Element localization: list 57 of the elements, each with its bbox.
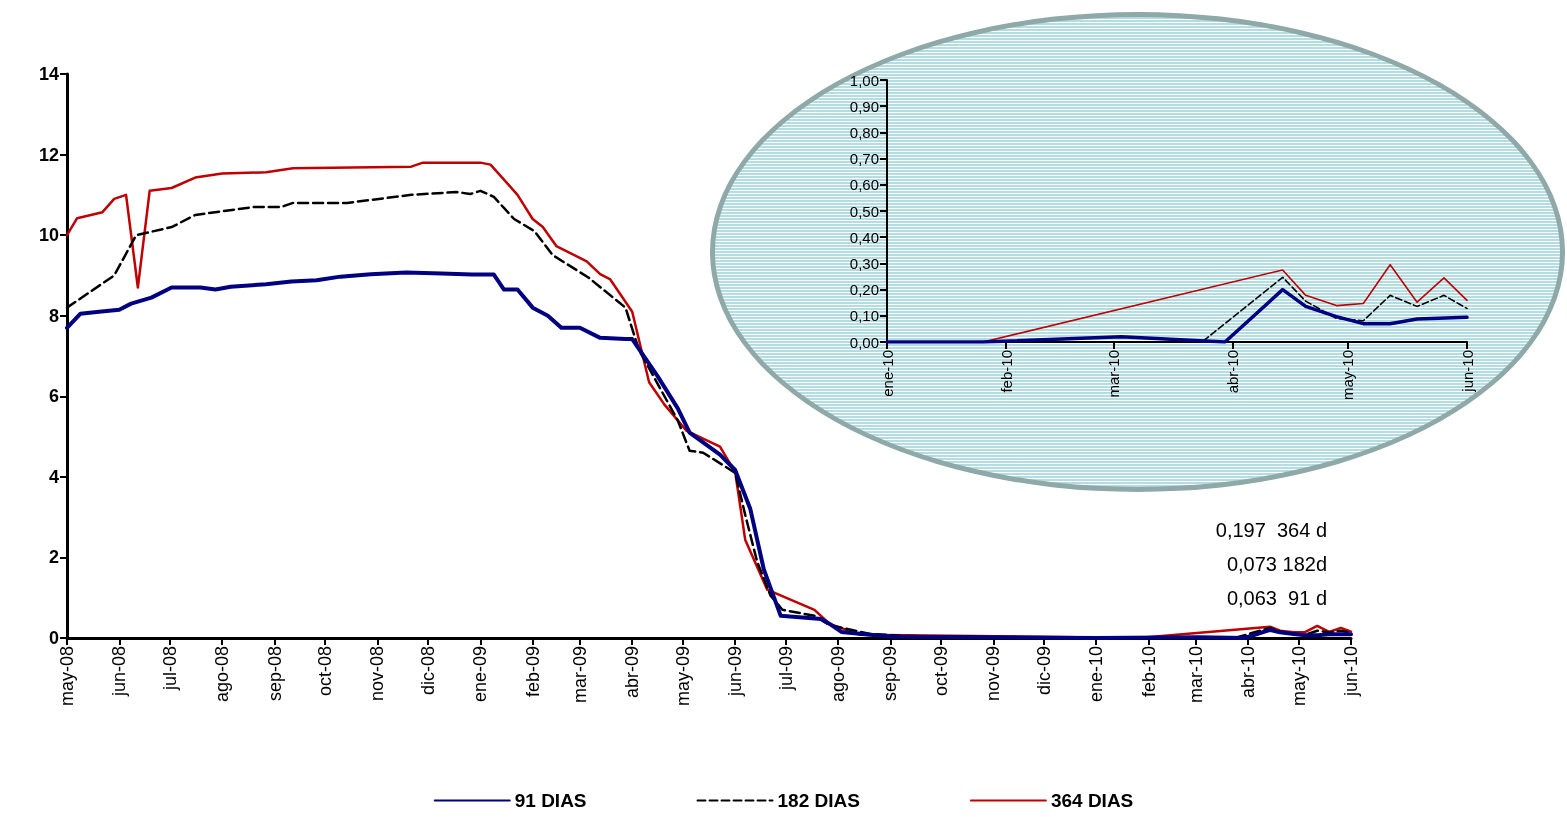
x-tick-label: may-08 — [57, 646, 77, 707]
x-tick-label: ago-08 — [212, 646, 233, 703]
x-tick-label: oct-08 — [315, 646, 336, 697]
y-tick-label: 12 — [38, 144, 59, 165]
y-tick-label: 0,80 — [849, 123, 879, 141]
y-tick-label: 0,50 — [849, 202, 879, 220]
x-tick-label: may-10 — [1288, 646, 1309, 707]
x-tick-label: mar-10 — [1105, 350, 1123, 398]
x-tick-label: sep-08 — [264, 646, 285, 702]
annotation: 0,073 182d — [1226, 553, 1328, 575]
y-tick-label: 0,70 — [849, 150, 879, 168]
legend-label: 364 DIAS — [1050, 790, 1134, 811]
y-tick-label: 0,40 — [849, 228, 879, 246]
x-tick-label: jun-09 — [725, 646, 746, 698]
y-tick-label: 14 — [38, 64, 59, 84]
annotation: 0,197 364 d — [1215, 519, 1328, 541]
x-tick-label: mar-09 — [569, 646, 590, 704]
y-tick-label: 0,10 — [849, 307, 879, 325]
x-tick-label: jun-08 — [109, 646, 130, 698]
y-tick-label: 0,20 — [849, 281, 879, 299]
y-tick-label: 6 — [48, 386, 59, 407]
x-tick-label: jun-10 — [1341, 646, 1361, 698]
x-tick-label: jul-08 — [159, 646, 180, 692]
y-tick-label: 0,30 — [849, 254, 879, 272]
x-tick-label: abr-10 — [1224, 350, 1242, 394]
y-tick-label: 2 — [48, 547, 59, 568]
x-tick-label: dic-08 — [418, 646, 439, 696]
x-tick-label: ene-09 — [470, 646, 491, 703]
x-tick-label: oct-09 — [931, 646, 951, 697]
x-tick-label: jun-10 — [1458, 350, 1476, 393]
x-tick-label: feb-10 — [997, 350, 1015, 393]
x-tick-label: jul-09 — [775, 646, 796, 692]
x-tick-label: nov-09 — [983, 646, 1004, 702]
y-tick-label: 4 — [48, 466, 59, 487]
x-tick-label: dic-09 — [1033, 646, 1054, 696]
x-tick-label: may-10 — [1339, 350, 1357, 401]
y-tick-label: 0 — [48, 628, 59, 648]
y-tick-label: 8 — [48, 305, 59, 326]
x-tick-label: abr-10 — [1238, 646, 1259, 699]
y-tick-label: 10 — [38, 225, 59, 246]
x-tick-label: ene-10 — [878, 350, 896, 397]
x-tick-label: ago-09 — [828, 646, 849, 703]
y-tick-label: 1,00 — [849, 71, 879, 89]
legend-label: 182 DIAS — [777, 790, 860, 811]
y-tick-label: 0,60 — [849, 176, 879, 194]
x-tick-label: ene-10 — [1086, 646, 1107, 703]
y-tick-label: 0,00 — [849, 333, 879, 351]
x-tick-label: feb-09 — [522, 646, 543, 698]
legend-label: 91 DIAS — [514, 790, 587, 811]
y-tick-label: 0,90 — [849, 97, 879, 115]
x-tick-label: sep-09 — [880, 646, 901, 702]
x-tick-label: abr-09 — [622, 646, 643, 699]
annotation: 0,063 91 d — [1226, 587, 1328, 609]
x-tick-label: nov-08 — [367, 646, 388, 702]
x-tick-label: may-09 — [672, 646, 693, 707]
x-tick-label: mar-10 — [1185, 646, 1206, 704]
x-tick-label: feb-10 — [1138, 646, 1159, 698]
